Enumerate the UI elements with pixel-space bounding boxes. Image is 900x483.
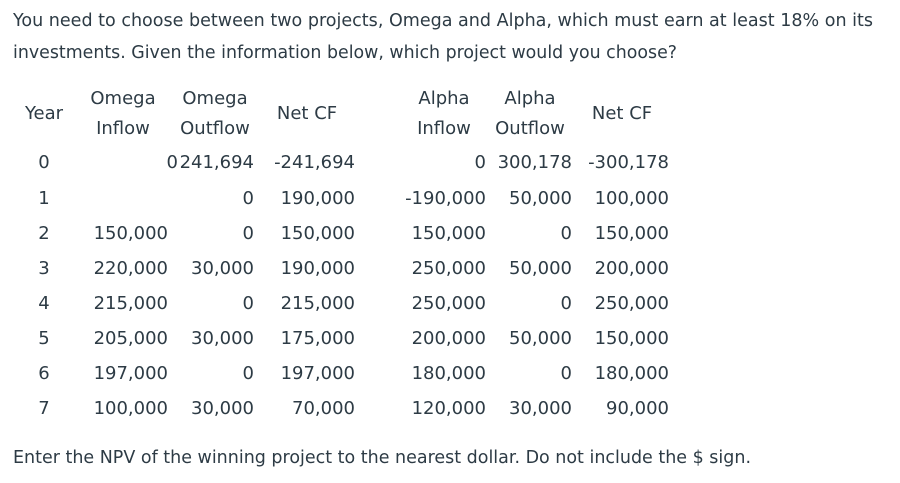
cell: 150,000 (595, 223, 669, 244)
cell: -241,694 (274, 152, 355, 173)
header: Net CF (277, 103, 337, 124)
cell: 0 (243, 293, 254, 314)
cell: 100,000 (595, 188, 669, 209)
cell: 150,000 (281, 223, 355, 244)
year-cell: 0 (38, 152, 49, 173)
cell: 190,000 (281, 188, 355, 209)
header: Alpha (418, 88, 469, 109)
header: Net CF (592, 103, 652, 124)
cell: 215,000 (281, 293, 355, 314)
cell: 215,000 (94, 293, 168, 314)
cell: 200,000 (595, 258, 669, 279)
header: Inflow (417, 118, 471, 139)
cell: 0 (243, 363, 254, 384)
cell: 220,000 (94, 258, 168, 279)
header: Alpha (504, 88, 555, 109)
cell: 0 (243, 188, 254, 209)
cell: 0 (167, 152, 178, 173)
question-line: investments. Given the information below… (13, 42, 677, 63)
header: Outflow (495, 118, 565, 139)
year-cell: 7 (38, 398, 49, 419)
cell: 120,000 (412, 398, 486, 419)
cell: 241,694 (180, 152, 254, 173)
cell: 205,000 (94, 328, 168, 349)
cell: 150,000 (595, 328, 669, 349)
header: Outflow (180, 118, 250, 139)
year-cell: 4 (38, 293, 49, 314)
cell: 100,000 (94, 398, 168, 419)
cell: 0 (561, 363, 572, 384)
cell: 197,000 (281, 363, 355, 384)
header: Omega (90, 88, 155, 109)
cell: 197,000 (94, 363, 168, 384)
year-cell: 2 (38, 223, 49, 244)
cell: 250,000 (412, 293, 486, 314)
year-cell: 1 (38, 188, 49, 209)
cell: 190,000 (281, 258, 355, 279)
cell: 180,000 (595, 363, 669, 384)
cell: 250,000 (595, 293, 669, 314)
header: Omega (182, 88, 247, 109)
cell: 90,000 (606, 398, 669, 419)
cell: 180,000 (412, 363, 486, 384)
cell: 0 (243, 223, 254, 244)
cell: 0 (475, 152, 486, 173)
footer: Enter the NPV of the winning project to … (13, 447, 751, 468)
cell: 30,000 (509, 398, 572, 419)
cell: -300,178 (588, 152, 669, 173)
year-cell: 5 (38, 328, 49, 349)
year-cell: 6 (38, 363, 49, 384)
cell: 0 (561, 293, 572, 314)
cell: 150,000 (412, 223, 486, 244)
cell: 30,000 (191, 258, 254, 279)
cell: 175,000 (281, 328, 355, 349)
cell: 200,000 (412, 328, 486, 349)
header: Year (24, 103, 64, 124)
cell: 150,000 (94, 223, 168, 244)
cell: 300,178 (498, 152, 572, 173)
year-cell: 3 (38, 258, 49, 279)
question-line: You need to choose between two projects,… (12, 10, 873, 31)
cell: 50,000 (509, 328, 572, 349)
cell: 0 (561, 223, 572, 244)
cell: -190,000 (405, 188, 486, 209)
cell: 250,000 (412, 258, 486, 279)
header: Inflow (96, 118, 150, 139)
cell: 30,000 (191, 328, 254, 349)
cell: 70,000 (292, 398, 355, 419)
cell: 50,000 (509, 188, 572, 209)
cell: 50,000 (509, 258, 572, 279)
cell: 30,000 (191, 398, 254, 419)
